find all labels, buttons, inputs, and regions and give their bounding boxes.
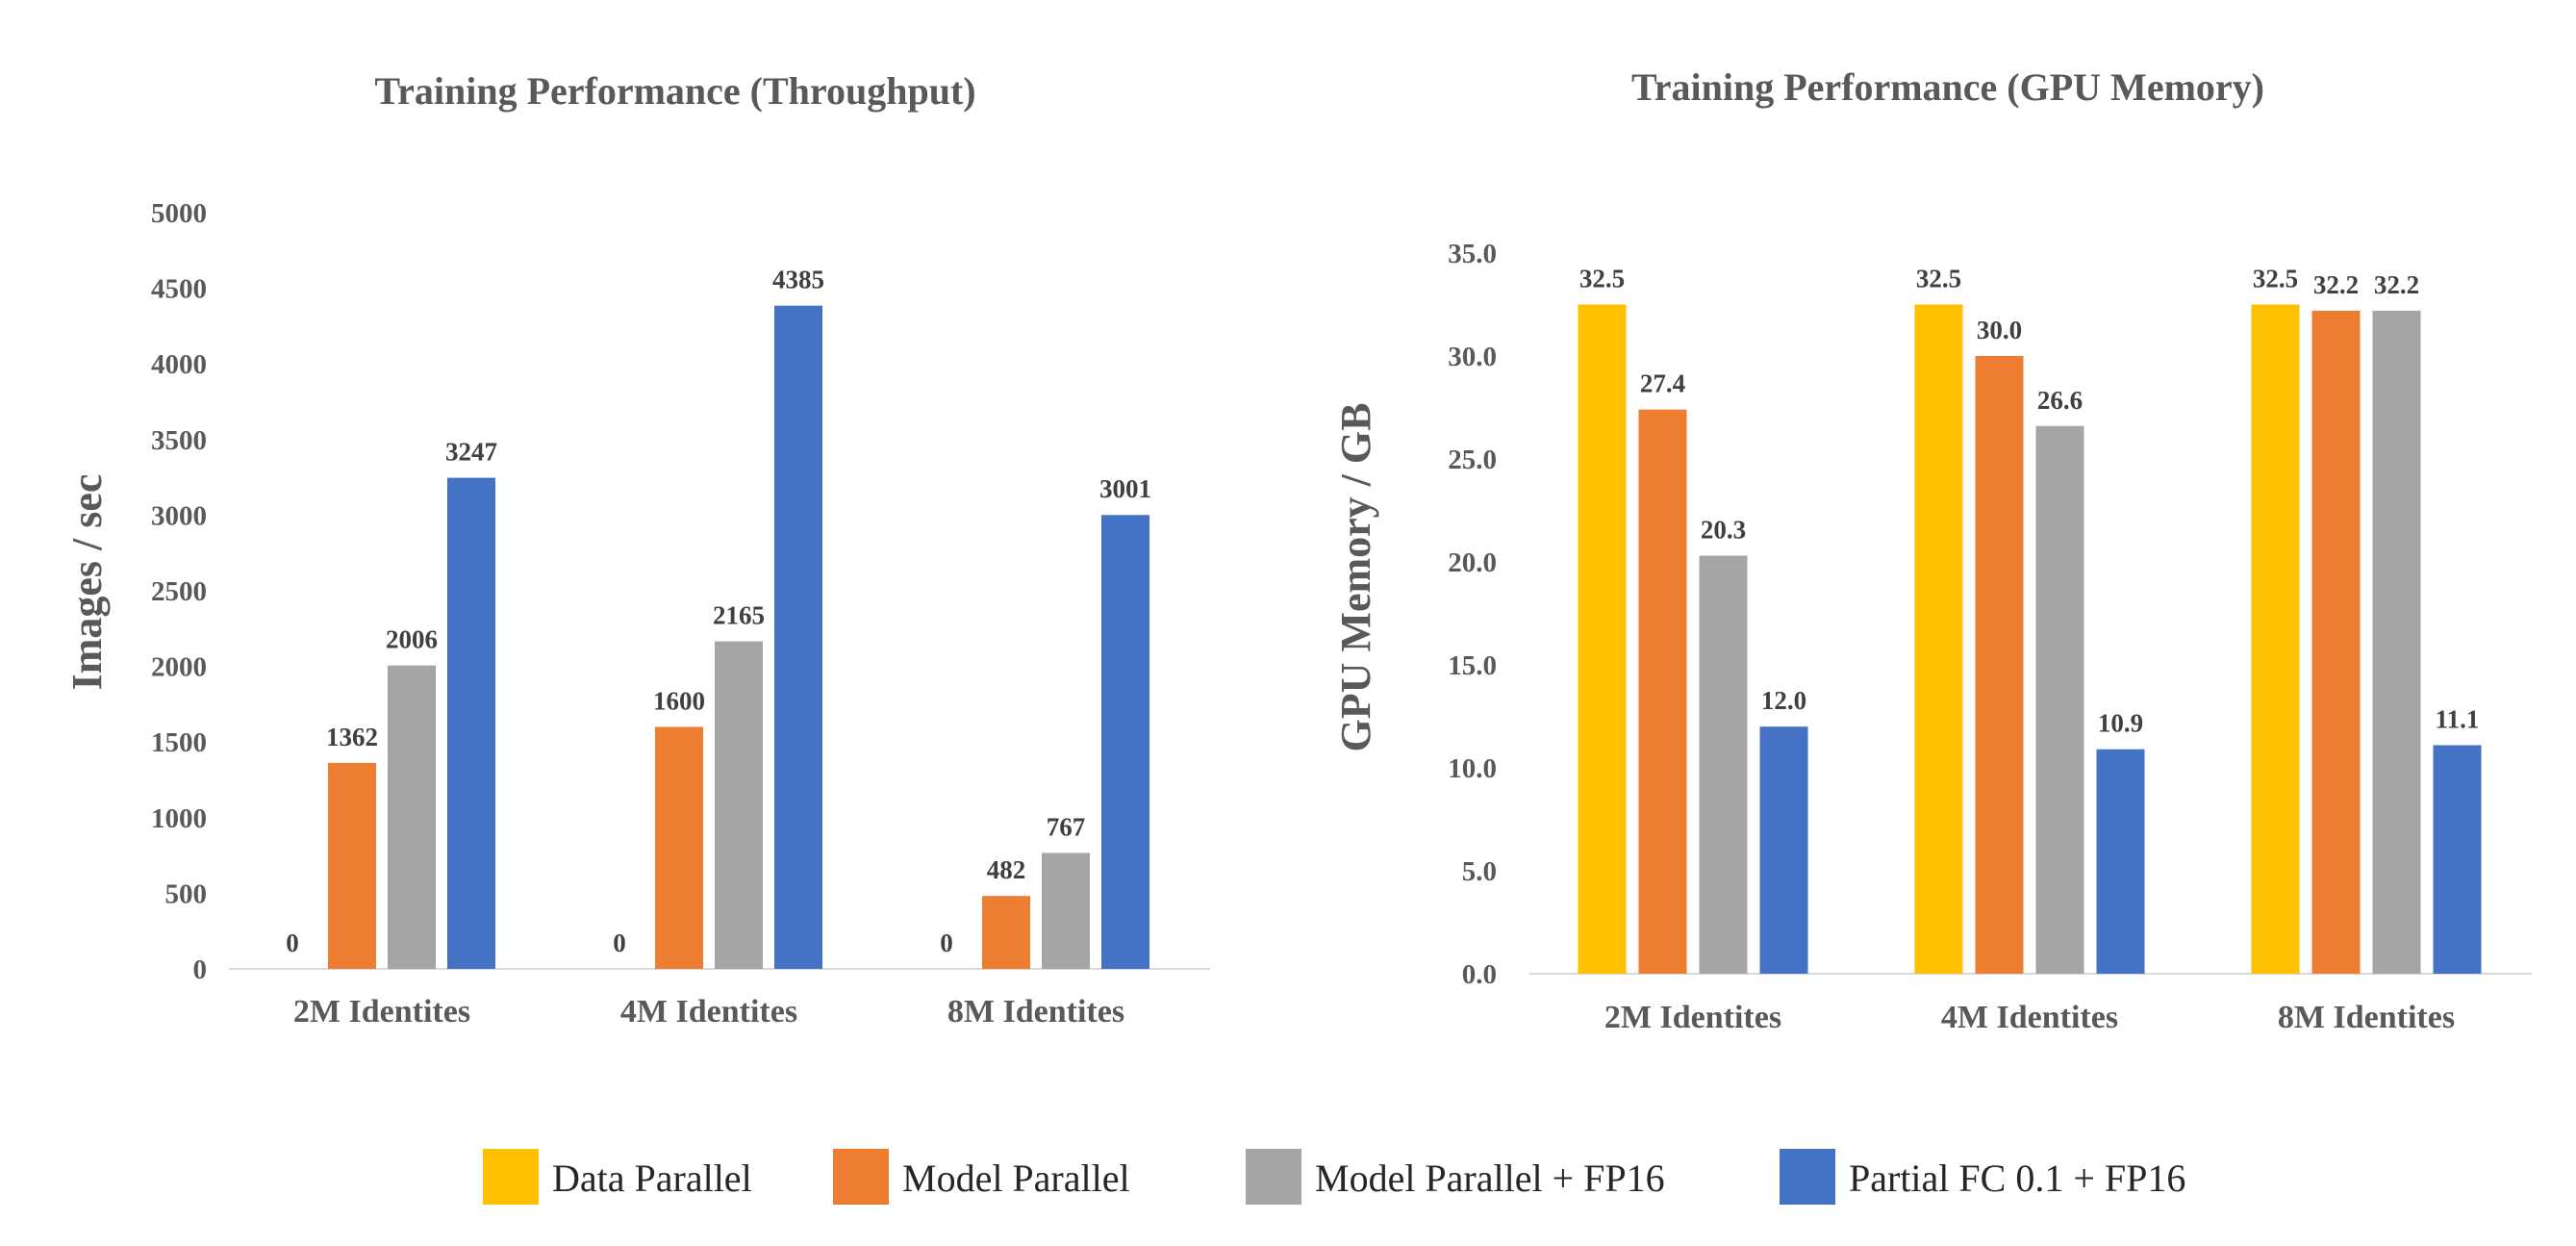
throughput-y-tick-label: 1500: [151, 727, 207, 758]
throughput-category-label: 2M Identites: [293, 994, 470, 1030]
throughput-y-tick-label: 3500: [151, 425, 207, 456]
memory-y-tick-label: 35.0: [1448, 239, 1497, 269]
throughput-data-labels: 0 1362 2006 3247 0 1600 2165 4385 0 482 767 3001: [286, 266, 1151, 957]
memory-bar: [1638, 409, 1687, 974]
legend-label: Model Parallel: [902, 1157, 1130, 1200]
throughput-data-label: 3001: [1099, 474, 1151, 503]
throughput-chart-title: Training Performance (Throughput): [374, 69, 975, 113]
memory-category-label: 2M Identites: [1604, 1000, 1781, 1035]
memory-bar: [2251, 304, 2300, 974]
memory-y-tick-label: 5.0: [1462, 856, 1497, 887]
throughput-chart: Training Performance (Throughput) Images…: [63, 69, 1210, 1030]
throughput-data-label: 1600: [653, 686, 705, 715]
memory-data-label: 10.9: [2098, 709, 2143, 738]
memory-bar: [1914, 304, 1963, 974]
throughput-data-label: 2165: [713, 601, 765, 630]
throughput-category-label: 8M Identites: [947, 994, 1124, 1030]
memory-chart: Training Performance (GPU Memory) GPU Me…: [1332, 65, 2532, 1035]
memory-data-label: 32.5: [1916, 265, 1961, 293]
memory-data-label: 26.6: [2037, 386, 2083, 415]
throughput-bars: [328, 305, 1149, 970]
legend-label: Data Parallel: [552, 1157, 752, 1200]
memory-y-tick-label: 25.0: [1448, 445, 1497, 475]
memory-bar: [2433, 745, 2482, 974]
throughput-data-label: 0: [613, 928, 626, 957]
throughput-bar: [655, 726, 703, 969]
throughput-y-tick-label: 2000: [151, 652, 207, 683]
memory-category-label: 8M Identites: [2278, 1000, 2455, 1035]
legend-swatch: [833, 1149, 889, 1205]
memory-data-label: 32.5: [1579, 265, 1625, 293]
throughput-bar: [328, 762, 376, 969]
legend-swatch: [1246, 1149, 1301, 1205]
memory-category-labels: 2M Identites 4M Identites 8M Identites: [1604, 1000, 2455, 1035]
throughput-category-label: 4M Identites: [620, 994, 797, 1030]
memory-data-label: 32.5: [2253, 265, 2298, 293]
throughput-y-tick-label: 4000: [151, 349, 207, 380]
throughput-y-tick-label: 0: [193, 954, 208, 985]
legend-swatch: [1780, 1149, 1835, 1205]
memory-bar: [1699, 555, 1748, 974]
memory-data-label: 32.2: [2313, 270, 2359, 299]
throughput-data-label: 482: [987, 855, 1026, 884]
throughput-y-tick-label: 1000: [151, 803, 207, 834]
memory-bar: [2311, 310, 2361, 974]
throughput-bar: [1042, 852, 1090, 969]
throughput-bar: [1101, 515, 1149, 969]
memory-bar: [1975, 356, 2024, 974]
memory-data-label: 30.0: [1977, 316, 2022, 344]
memory-data-label: 11.1: [2436, 704, 2480, 733]
memory-bar: [1578, 304, 1627, 974]
memory-bars: [1578, 304, 2482, 974]
legend-label: Model Parallel + FP16: [1315, 1157, 1665, 1200]
throughput-y-tick-label: 3000: [151, 500, 207, 531]
throughput-data-label: 4385: [772, 266, 824, 294]
throughput-data-label: 1362: [326, 723, 378, 751]
throughput-data-label: 2006: [386, 625, 438, 654]
memory-data-labels: 32.5 27.4 20.3 12.0 32.5 30.0 26.6 10.9 32.5 32.2…: [1579, 265, 2480, 738]
memory-y-tick-label: 10.0: [1448, 753, 1497, 784]
throughput-y-axis-label: Images / sec: [63, 474, 111, 691]
throughput-data-label: 767: [1047, 812, 1086, 841]
memory-chart-title: Training Performance (GPU Memory): [1631, 65, 2264, 109]
memory-bar: [2035, 425, 2084, 974]
throughput-category-labels: 2M Identites 4M Identites 8M Identites: [293, 994, 1124, 1030]
memory-data-label: 20.3: [1701, 516, 1746, 545]
memory-y-ticks: 0.0 5.0 10.0 15.0 20.0 25.0 30.0 35.0: [1448, 239, 1497, 990]
legend-label: Partial FC 0.1 + FP16: [1849, 1157, 2185, 1200]
throughput-y-tick-label: 4500: [151, 274, 207, 305]
legend: Data Parallel Model Parallel Model Paralle…: [483, 1149, 2185, 1205]
throughput-data-label: 3247: [445, 438, 497, 467]
throughput-data-label: 0: [286, 928, 299, 957]
memory-data-label: 27.4: [1640, 369, 1685, 398]
memory-y-tick-label: 0.0: [1462, 959, 1497, 990]
throughput-data-label: 0: [940, 928, 953, 957]
memory-y-axis-label: GPU Memory / GB: [1332, 403, 1379, 752]
memory-bar: [1759, 726, 1808, 974]
memory-bar: [2096, 749, 2145, 974]
throughput-y-ticks: 0 500 1000 1500 2000 2500 3000 3500 4000 4500 5000: [151, 198, 207, 985]
memory-y-tick-label: 20.0: [1448, 547, 1497, 578]
memory-bar: [2372, 310, 2421, 974]
memory-y-tick-label: 15.0: [1448, 650, 1497, 681]
memory-data-label: 32.2: [2374, 270, 2419, 299]
throughput-bar: [447, 477, 495, 969]
memory-data-label: 12.0: [1761, 686, 1806, 715]
throughput-bar: [388, 665, 436, 969]
memory-y-tick-label: 30.0: [1448, 342, 1497, 372]
throughput-y-tick-label: 2500: [151, 576, 207, 607]
legend-swatch: [483, 1149, 539, 1205]
throughput-bar: [715, 641, 763, 969]
throughput-y-tick-label: 500: [165, 878, 208, 909]
throughput-y-tick-label: 5000: [151, 198, 207, 229]
throughput-bar: [774, 305, 822, 970]
memory-category-label: 4M Identites: [1941, 1000, 2118, 1035]
throughput-bar: [982, 896, 1030, 969]
